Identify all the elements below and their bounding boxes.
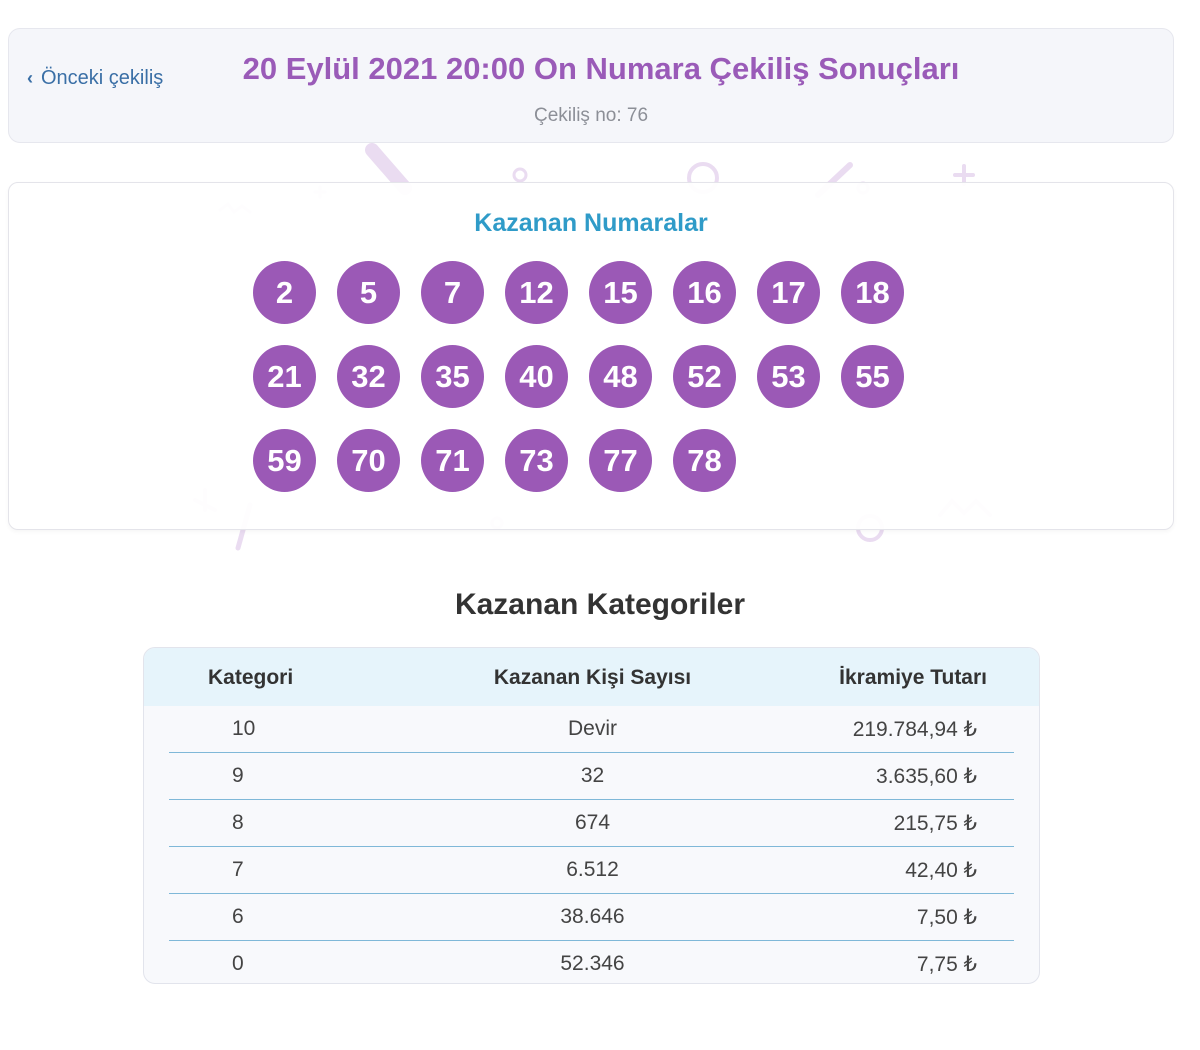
- number-ball: 52: [673, 345, 736, 408]
- number-ball: 70: [337, 429, 400, 492]
- number-ball: 7: [421, 261, 484, 324]
- category-cell: 8: [232, 811, 244, 834]
- number-ball: 35: [421, 345, 484, 408]
- previous-draw-label: Önceki çekiliş: [41, 67, 164, 89]
- header-prize: İkramiye Tutarı: [839, 666, 987, 689]
- winning-numbers-title: Kazanan Numaralar: [474, 209, 708, 237]
- number-ball: 78: [673, 429, 736, 492]
- prize-cell: 219.784,94 ₺: [852, 718, 977, 741]
- winners-cell: 32: [580, 764, 605, 787]
- table-body: 10 Devir 219.784,94 ₺ 9 32 3.635,60 ₺ 8 674 215,…: [169, 706, 1014, 983]
- winners-cell: 38.646: [560, 905, 625, 928]
- number-ball: 12: [505, 261, 568, 324]
- previous-draw-link[interactable]: ‹ Önceki çekiliş: [27, 67, 163, 90]
- number-ball: 59: [253, 429, 316, 492]
- header-winners: Kazanan Kişi Sayısı: [493, 666, 692, 689]
- table-row: 0 52.346 7,75 ₺: [169, 941, 1014, 983]
- table-row: 8 674 215,75 ₺: [169, 800, 1014, 847]
- number-ball: 2: [253, 261, 316, 324]
- category-cell: 6: [232, 905, 244, 928]
- chevron-left-icon: ‹: [27, 68, 33, 88]
- number-ball: 21: [253, 345, 316, 408]
- table-row: 9 32 3.635,60 ₺: [169, 753, 1014, 800]
- number-ball: 17: [757, 261, 820, 324]
- table-row: 6 38.646 7,50 ₺: [169, 894, 1014, 941]
- category-cell: 9: [232, 764, 244, 787]
- table-row: 7 6.512 42,40 ₺: [169, 847, 1014, 894]
- prize-cell: 3.635,60 ₺: [876, 765, 977, 788]
- number-ball: 77: [589, 429, 652, 492]
- number-balls: 2 5 7 12 15 16 17 18 21 32 35 40 48 52 53 55 59 70 71 73 77 7…: [253, 261, 933, 492]
- category-cell: 7: [232, 858, 244, 881]
- number-ball: 16: [673, 261, 736, 324]
- number-ball: 73: [505, 429, 568, 492]
- category-cell: 0: [232, 952, 244, 975]
- number-ball: 40: [505, 345, 568, 408]
- table-header: Kategori Kazanan Kişi Sayısı İkramiye Tu…: [144, 648, 1039, 706]
- winners-cell: 52.346: [560, 952, 625, 975]
- number-ball: 53: [757, 345, 820, 408]
- categories-table: Kategori Kazanan Kişi Sayısı İkramiye Tu…: [143, 647, 1040, 984]
- number-ball: 5: [337, 261, 400, 324]
- number-ball: 32: [337, 345, 400, 408]
- winners-cell: 674: [574, 811, 611, 834]
- category-cell: 10: [232, 717, 256, 740]
- number-ball: 55: [841, 345, 904, 408]
- draw-header: ‹ Önceki çekiliş 20 Eylül 2021 20:00 On …: [8, 28, 1174, 143]
- header-category: Kategori: [208, 666, 294, 689]
- prize-cell: 7,50 ₺: [916, 906, 977, 929]
- number-ball: 18: [841, 261, 904, 324]
- categories-title: Kazanan Kategoriler: [454, 588, 746, 621]
- draw-number: Çekiliş no: 76: [533, 105, 649, 126]
- winning-numbers-card: Kazanan Numaralar 2 5 7 12 15 16 17 18 21 32 35 40 4…: [8, 182, 1174, 530]
- number-ball: 71: [421, 429, 484, 492]
- prize-cell: 7,75 ₺: [916, 953, 977, 976]
- number-ball: 15: [589, 261, 652, 324]
- winners-cell: Devir: [567, 717, 617, 740]
- number-ball: 48: [589, 345, 652, 408]
- winners-cell: 6.512: [566, 858, 619, 881]
- table-row: 10 Devir 219.784,94 ₺: [169, 706, 1014, 753]
- prize-cell: 42,40 ₺: [905, 859, 977, 882]
- page-title: 20 Eylül 2021 20:00 On Numara Çekiliş So…: [242, 51, 960, 86]
- prize-cell: 215,75 ₺: [893, 812, 977, 835]
